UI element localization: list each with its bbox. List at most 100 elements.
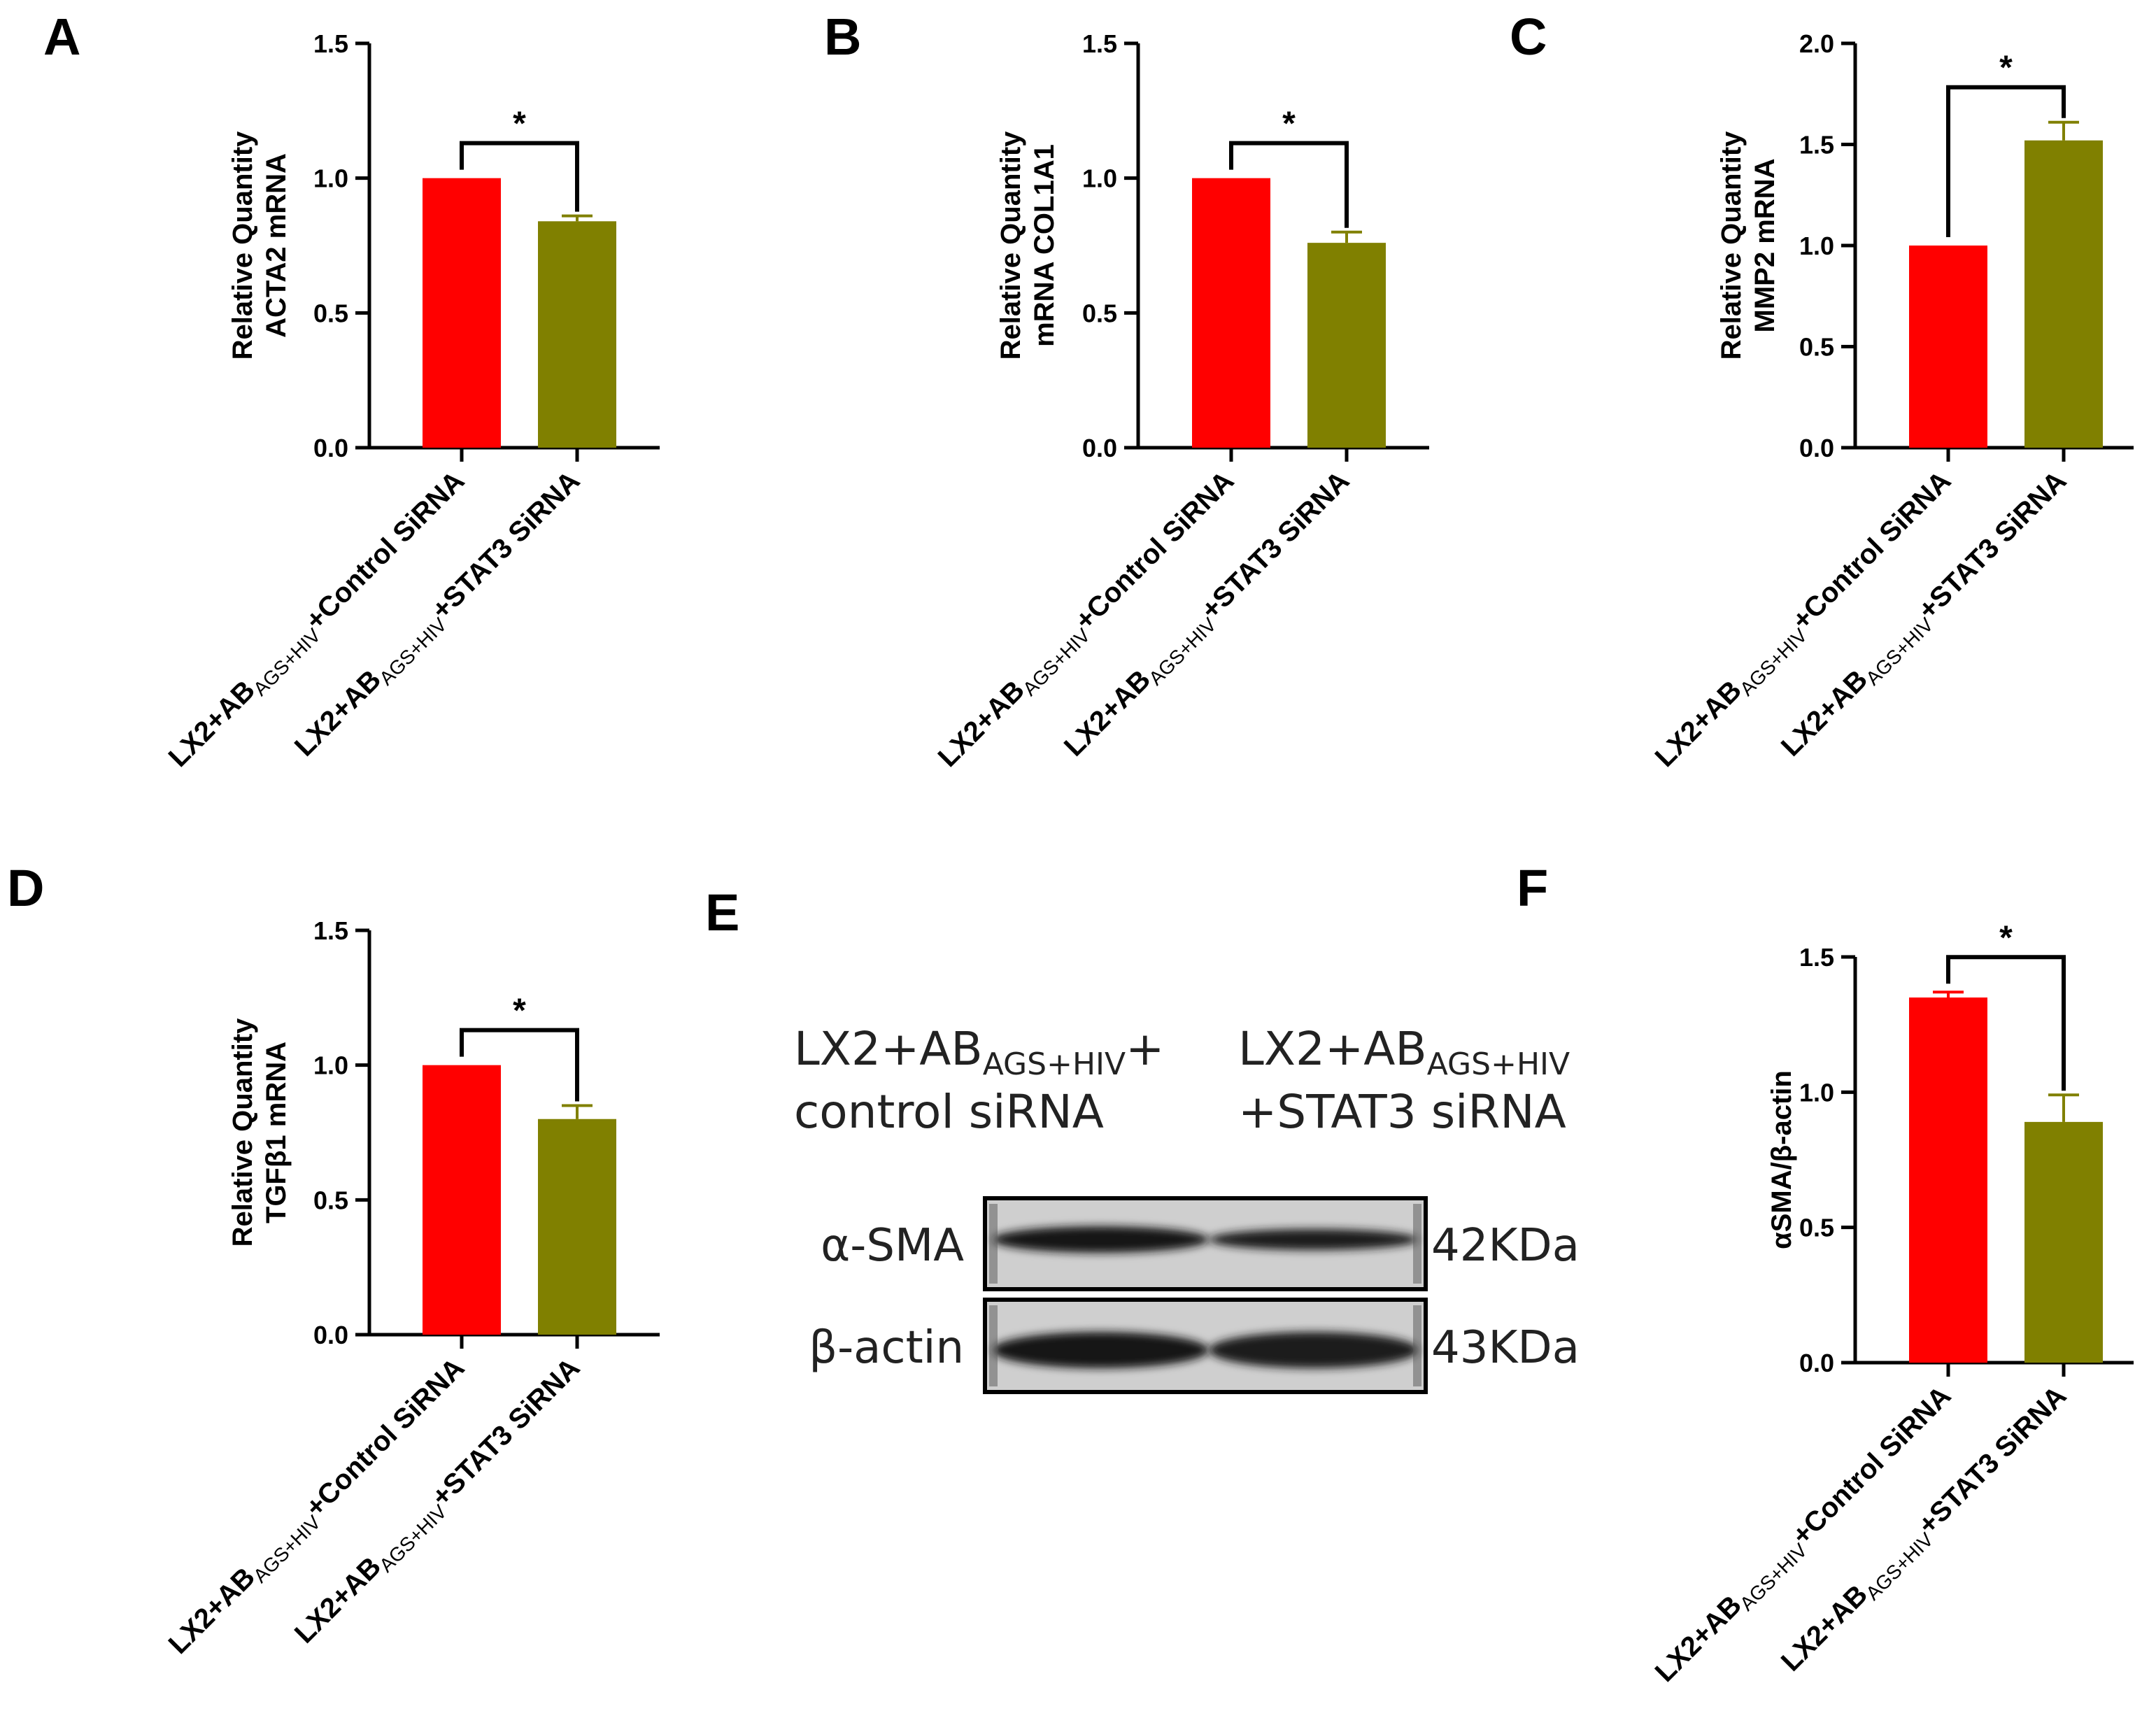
blot-row-label: α-SMA [821,1220,964,1272]
panel-letter: E [705,883,739,942]
bar [1307,243,1386,448]
y-tick-label: 1.5 [313,29,348,58]
y-tick-label: 0.0 [313,434,348,462]
x-label-main: LX2+AB [289,664,387,762]
y-tick-label: 1.0 [1082,164,1117,193]
y-tick-label: 0.0 [313,1321,348,1349]
y-axis-title-line: αSMA/β-actin [1766,1070,1797,1249]
lane-header: LX2+ABAGS+HIV+ [794,1022,1164,1082]
y-axis-title: Relative Quantity mRNA COL1A1 [995,131,1060,360]
y-tick-label: 1.5 [1799,131,1834,159]
significance-marker: * [513,106,526,143]
y-tick-label: 1.0 [1799,232,1834,260]
x-label-main: LX2+AB [289,1551,387,1649]
lane-header-suffix: + [1126,1022,1164,1076]
y-tick-label: 0.5 [313,1186,348,1214]
lane-header-line2: +STAT3 siRNA [1238,1085,1566,1139]
significance-bracket [460,1028,579,1102]
y-axis-title-line: Relative Quantity [227,1018,258,1247]
y-axis-title: Relative Quantity MMP2 mRNA [1716,131,1780,360]
blot-band [992,1332,1209,1368]
bar [2024,140,2103,448]
y-axis-title-line: Relative Quantity [995,131,1026,360]
y-axis-title-line: MMP2 mRNA [1750,159,1780,333]
y-tick-label: 1.5 [1799,943,1834,972]
x-label-main: LX2+AB [163,1562,261,1660]
bar [423,178,501,448]
significance-marker: * [1282,106,1296,143]
y-tick-label: 2.0 [1799,29,1834,58]
x-label-subscript: AGS+HIV [375,613,451,690]
significance-marker: * [1999,919,2013,956]
x-label-main: LX2+AB [1775,1579,1873,1677]
blot-edge [989,1204,998,1284]
y-axis-title-line: TGFβ1 mRNA [261,1042,292,1223]
significance-bracket [1229,141,1349,228]
x-label-subscript: AGS+HIV [1861,1528,1938,1605]
bar [423,1065,501,1335]
y-axis-title-line: Relative Quantity [227,131,258,360]
blot-edge [989,1305,998,1386]
lane-header-main: LX2+AB [794,1022,983,1076]
x-label-main: LX2+AB [1775,664,1873,762]
blot-size-label: 42KDa [1431,1220,1580,1272]
bar [538,1119,616,1335]
significance-bracket [1946,955,2066,1091]
x-label-subscript: AGS+HIV [1736,624,1812,700]
y-axis-title-line: Relative Quantity [1716,131,1747,360]
y-axis-title: Relative Quantity ACTA2 mRNA [227,131,292,360]
panel-letter: F [1517,859,1548,917]
blot-edge [1413,1204,1421,1284]
lane-header-subscript: AGS+HIV [983,1046,1126,1082]
x-label-subscript: AGS+HIV [249,624,325,700]
chart-panel-a: A 0.0 0.5 1.0 1.5 Relative Quantity ACTA2 mRNA… [43,8,660,773]
y-tick-label: 1.5 [313,916,348,945]
panel-letter: A [43,8,80,66]
significance-bracket [1946,85,2066,237]
chart-panel-b: B 0.0 0.5 1.0 1.5 Relative Quantity mRNA COL1A… [824,8,1429,773]
x-label-subscript: AGS+HIV [1861,613,1938,690]
blot-edge [1413,1305,1421,1386]
bar [1192,178,1270,448]
x-label-subscript: AGS+HIV [375,1500,451,1577]
lane-header-line2: control siRNA [794,1085,1104,1139]
bar [2024,1121,2103,1363]
bar [538,221,616,448]
y-axis-title-line: mRNA COL1A1 [1029,144,1060,347]
blot-band [1209,1332,1419,1368]
blot-band [992,1226,1209,1253]
y-axis-title: αSMA/β-actin [1766,1070,1797,1249]
panel-letter: C [1510,8,1547,66]
y-tick-label: 0.5 [313,299,348,327]
lane-header: LX2+ABAGS+HIV [1238,1022,1570,1082]
blot-row-label: β-actin [809,1322,964,1374]
y-tick-label: 0.5 [1799,333,1834,362]
significance-bracket [460,141,579,212]
chart-panel-f: F0.00.51.01.5αSMA/β-actinLX2+ABAGS+HIV+C… [1517,859,2134,1688]
blot-band [1209,1229,1419,1250]
y-tick-label: 0.0 [1799,1349,1834,1377]
x-label-subscript: AGS+HIV [249,1511,325,1587]
panel-letter: B [824,8,861,66]
chart-panel-c: C 0.0 0.5 1.0 1.5 2.0 Relative Quantity MMP2 mR… [1510,8,2134,773]
x-label-subscript: AGS+HIV [1019,624,1095,700]
x-label-subscript: AGS+HIV [1144,613,1221,690]
significance-marker: * [1999,50,2013,87]
panel-letter: D [7,859,44,917]
chart-panel-d: D 0.0 0.5 1.0 1.5 Relative Quantity TGFβ1 mRNA… [7,859,660,1660]
lane-header-main: LX2+AB [1238,1022,1427,1076]
bar [1909,246,1987,448]
y-tick-label: 0.5 [1799,1214,1834,1242]
significance-marker: * [513,993,526,1030]
x-label-main: LX2+AB [1058,664,1156,762]
y-tick-label: 1.0 [1799,1078,1834,1107]
y-tick-label: 1.5 [1082,29,1117,58]
y-tick-label: 0.0 [1799,434,1834,462]
blot-size-label: 43KDa [1431,1322,1580,1374]
y-tick-label: 1.0 [313,164,348,193]
x-label-main: LX2+AB [163,675,261,773]
lane-header-subscript: AGS+HIV [1427,1046,1570,1082]
y-axis-title: Relative Quantity TGFβ1 mRNA [227,1018,292,1247]
